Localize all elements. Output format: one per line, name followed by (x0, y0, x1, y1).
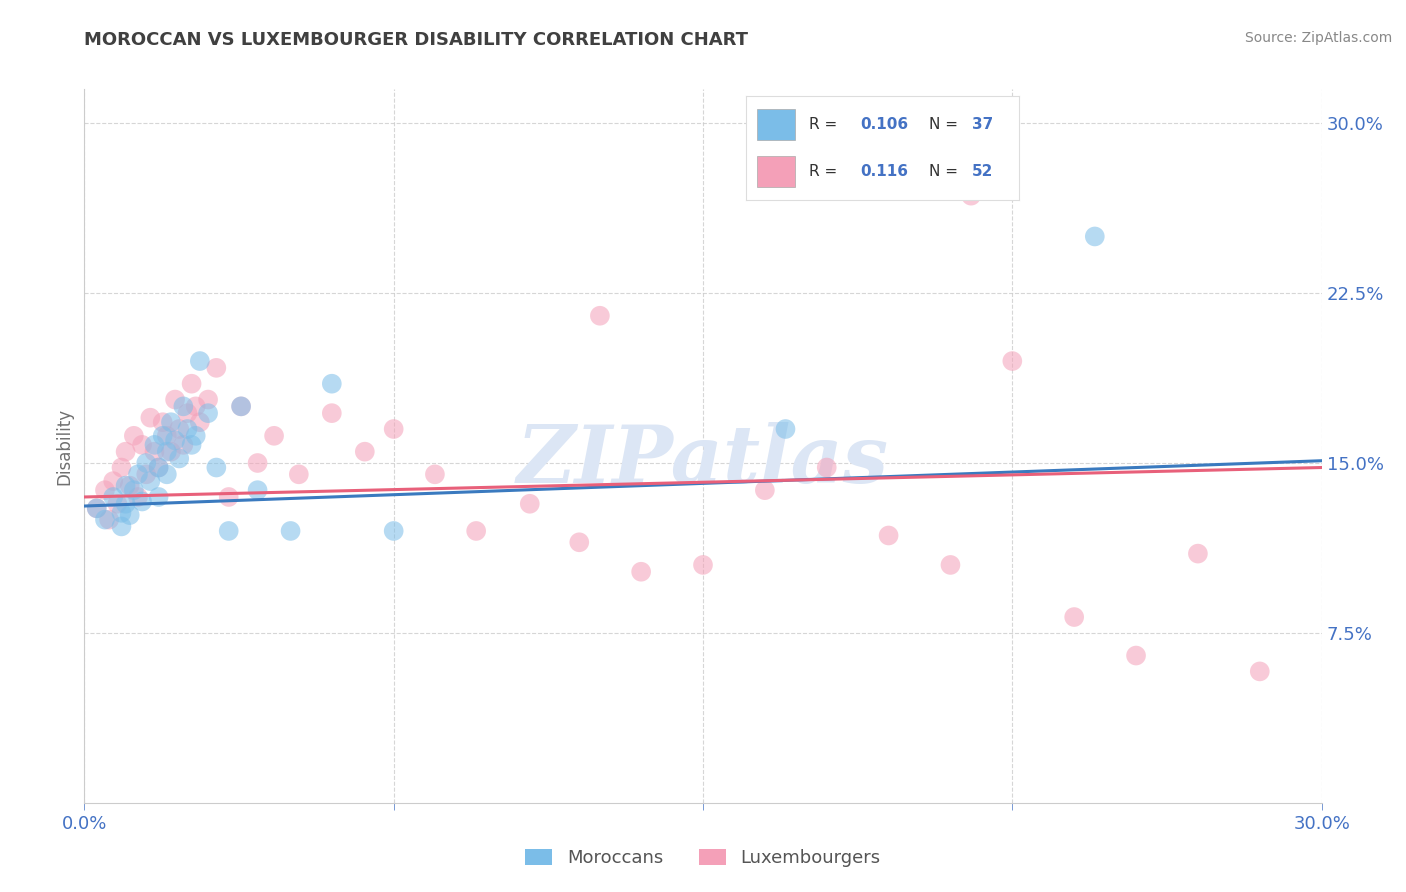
Point (246, 456, 269, 470)
Point (382, 524, 405, 538)
Point (103, 474, 125, 488)
Point (94, 483, 117, 498)
Point (568, 535, 591, 549)
Point (589, 309, 612, 323)
Point (105, 497, 128, 511)
Point (1084, 229, 1107, 244)
Point (423, 467, 446, 482)
Point (152, 429, 174, 443)
Point (110, 506, 132, 520)
Point (218, 524, 240, 538)
Point (218, 490, 240, 504)
Point (118, 478, 141, 492)
Point (103, 490, 125, 504)
Point (465, 524, 488, 538)
Point (165, 392, 187, 407)
Point (98, 513, 121, 527)
Point (94, 513, 117, 527)
Point (110, 519, 132, 533)
Y-axis label: Disability: Disability (55, 408, 73, 484)
Point (122, 429, 145, 443)
Point (184, 400, 207, 414)
Point (86, 501, 108, 516)
Point (321, 406, 343, 420)
Point (815, 460, 838, 475)
Point (122, 483, 145, 498)
Point (280, 524, 302, 538)
Point (321, 376, 343, 391)
Point (143, 438, 166, 452)
Point (167, 451, 190, 466)
Point (288, 467, 311, 482)
Point (877, 528, 900, 542)
Point (229, 400, 252, 414)
Point (172, 400, 194, 414)
Point (135, 456, 157, 470)
Text: ZIPatlas: ZIPatlas (517, 422, 889, 499)
Point (353, 444, 375, 458)
Point (160, 444, 183, 458)
Point (148, 460, 170, 475)
Point (180, 438, 202, 452)
Point (127, 490, 149, 504)
Point (131, 494, 153, 508)
Point (152, 415, 174, 429)
Point (519, 497, 541, 511)
Point (86, 501, 108, 516)
Legend: Moroccans, Luxembourgers: Moroccans, Luxembourgers (517, 841, 889, 874)
Point (127, 467, 149, 482)
Point (118, 508, 141, 522)
Point (382, 422, 405, 436)
Point (176, 406, 198, 420)
Point (188, 415, 211, 429)
Point (263, 429, 285, 443)
Point (197, 392, 219, 407)
Point (960, 188, 983, 202)
Point (165, 434, 187, 448)
Point (114, 444, 136, 458)
Point (172, 438, 194, 452)
Point (114, 497, 136, 511)
Point (156, 444, 179, 458)
Point (156, 429, 179, 443)
Point (114, 478, 136, 492)
Point (197, 406, 219, 420)
Point (131, 438, 153, 452)
Point (139, 410, 162, 425)
Point (229, 400, 252, 414)
Point (160, 415, 183, 429)
Point (1063, 610, 1085, 624)
Point (246, 483, 269, 498)
Text: Source: ZipAtlas.com: Source: ZipAtlas.com (1244, 31, 1392, 45)
Point (139, 474, 162, 488)
Point (939, 558, 962, 572)
Point (205, 460, 228, 475)
Point (180, 376, 202, 391)
Point (188, 354, 211, 368)
Point (110, 460, 132, 475)
Point (148, 460, 170, 475)
Point (205, 360, 228, 375)
Point (176, 422, 198, 436)
Point (630, 565, 652, 579)
Point (1249, 665, 1271, 679)
Text: MOROCCAN VS LUXEMBOURGER DISABILITY CORRELATION CHART: MOROCCAN VS LUXEMBOURGER DISABILITY CORR… (84, 31, 748, 49)
Point (135, 467, 157, 482)
Point (692, 558, 714, 572)
Point (754, 483, 776, 498)
Point (1125, 648, 1147, 663)
Point (167, 422, 190, 436)
Point (1001, 354, 1024, 368)
Point (156, 467, 179, 482)
Point (775, 422, 797, 436)
Point (1187, 547, 1209, 561)
Point (143, 444, 166, 458)
Point (184, 429, 207, 443)
Point (148, 490, 170, 504)
